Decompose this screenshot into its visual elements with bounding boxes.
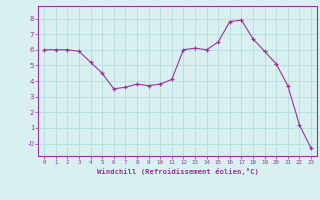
- X-axis label: Windchill (Refroidissement éolien,°C): Windchill (Refroidissement éolien,°C): [97, 168, 259, 175]
